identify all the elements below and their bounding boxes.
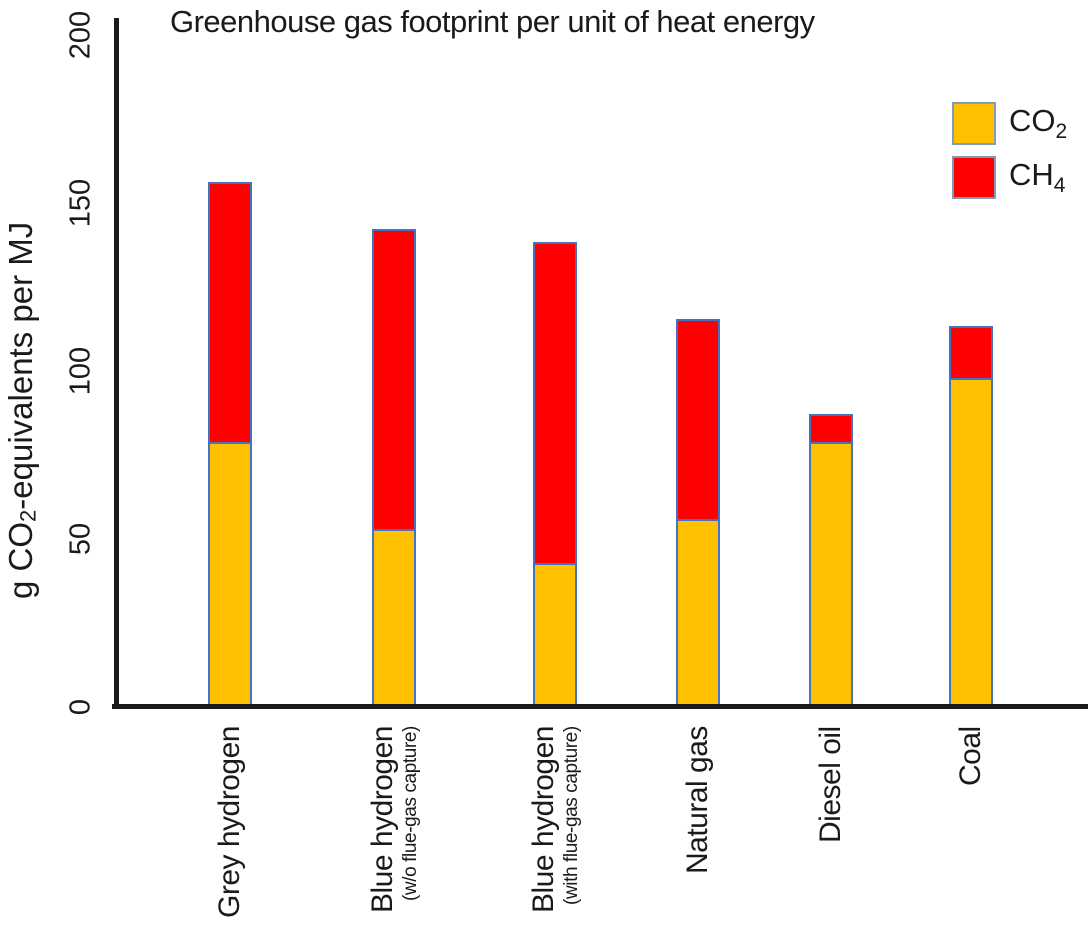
ch4-segment xyxy=(372,229,416,531)
bar-diesel-oil xyxy=(809,414,853,707)
ch4-segment xyxy=(676,319,720,521)
ch4-segment xyxy=(949,326,993,380)
legend-item-co2: CO2 xyxy=(952,102,1067,145)
legend-ch4-sub: 4 xyxy=(1053,174,1066,198)
x-axis-line xyxy=(112,704,1088,709)
x-label-diesel-oil: Diesel oil xyxy=(814,726,848,944)
x-label-sub: (w/o flue-gas capture) xyxy=(400,726,421,901)
y-tick-label-100: 100 xyxy=(64,346,97,396)
co2-segment xyxy=(208,442,252,707)
co2-segment xyxy=(809,442,853,707)
x-label-blue-hydrogen: Blue hydrogen (with flue-gas capture) xyxy=(527,726,583,944)
bar-blue-hydrogen-2 xyxy=(372,229,416,707)
x-label-main: Grey hydrogen xyxy=(213,726,246,918)
bar-coal xyxy=(949,326,993,707)
bar-grey-hydrogen xyxy=(208,182,252,707)
legend-label-co2: CO2 xyxy=(1009,103,1067,144)
y-tick-label-0: 0 xyxy=(64,698,97,716)
plot-area xyxy=(117,35,1088,707)
co2-color-swatch xyxy=(952,102,996,145)
bar-natural-gas xyxy=(676,319,720,707)
x-label-grey-hydrogen: Grey hydrogen xyxy=(213,726,247,944)
x-label-natural-gas: Natural gas xyxy=(681,726,715,944)
legend-co2-base: CO xyxy=(1009,102,1056,138)
y-axis-line xyxy=(114,18,119,709)
legend-label-ch4: CH4 xyxy=(1009,157,1065,198)
co2-segment xyxy=(949,378,993,707)
chart-title: Greenhouse gas footprint per unit of hea… xyxy=(170,4,815,39)
x-label-sub: (with flue-gas capture) xyxy=(561,726,582,905)
legend-co2-sub: 2 xyxy=(1055,120,1068,144)
x-label-main: Diesel oil xyxy=(814,726,847,843)
x-label-main: Blue hydrogen xyxy=(366,726,399,913)
ch4-color-swatch xyxy=(952,156,996,199)
x-label-blue-hydrogen: Blue hydrogen (w/o flue-gas capture) xyxy=(366,726,422,944)
y-axis-title-prefix: g CO xyxy=(2,522,39,600)
co2-segment xyxy=(533,563,577,707)
ch4-segment xyxy=(533,242,577,565)
x-label-coal: Coal xyxy=(954,726,988,944)
co2-segment xyxy=(372,529,416,707)
y-axis-title-suffix: -equivalents per MJ xyxy=(2,221,39,510)
legend-ch4-base: CH xyxy=(1009,156,1054,192)
x-label-main: Natural gas xyxy=(681,726,714,874)
y-tick-label-150: 150 xyxy=(64,178,97,228)
x-label-main: Blue hydrogen xyxy=(527,726,560,913)
x-label-main: Coal xyxy=(954,726,987,786)
co2-segment xyxy=(676,519,720,707)
ch4-segment xyxy=(809,414,853,444)
legend-item-ch4: CH4 xyxy=(952,156,1067,199)
ch4-segment xyxy=(208,182,252,444)
y-tick-label-50: 50 xyxy=(64,522,97,556)
legend: CO2 CH4 xyxy=(952,102,1067,210)
y-axis-title-subscript: 2 xyxy=(15,509,41,523)
y-tick-label-200: 200 xyxy=(64,10,97,60)
y-axis-title: g CO2-equivalents per MJ xyxy=(2,178,50,643)
bar-blue-hydrogen-3 xyxy=(533,242,577,707)
